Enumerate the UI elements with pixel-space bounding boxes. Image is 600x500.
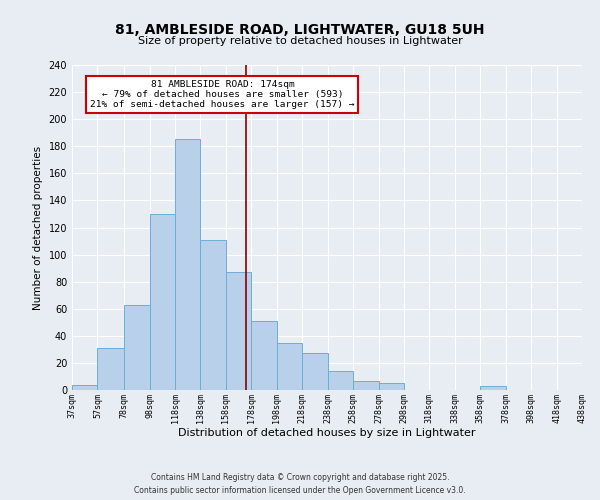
X-axis label: Distribution of detached houses by size in Lightwater: Distribution of detached houses by size …: [178, 428, 476, 438]
Bar: [226, 272, 251, 390]
Bar: [72, 384, 97, 390]
Bar: [200, 240, 226, 390]
Text: Contains HM Land Registry data © Crown copyright and database right 2025.
Contai: Contains HM Land Registry data © Crown c…: [134, 474, 466, 495]
Bar: [353, 380, 379, 390]
Bar: [124, 304, 149, 390]
Bar: [480, 386, 506, 390]
Bar: [328, 371, 353, 390]
Y-axis label: Number of detached properties: Number of detached properties: [33, 146, 43, 310]
Bar: [277, 342, 302, 390]
Bar: [175, 140, 200, 390]
Bar: [251, 321, 277, 390]
Bar: [97, 348, 124, 390]
Text: 81 AMBLESIDE ROAD: 174sqm
← 79% of detached houses are smaller (593)
21% of semi: 81 AMBLESIDE ROAD: 174sqm ← 79% of detac…: [90, 80, 355, 110]
Bar: [379, 383, 404, 390]
Text: 81, AMBLESIDE ROAD, LIGHTWATER, GU18 5UH: 81, AMBLESIDE ROAD, LIGHTWATER, GU18 5UH: [115, 22, 485, 36]
Bar: [149, 214, 175, 390]
Bar: [302, 354, 328, 390]
Text: Size of property relative to detached houses in Lightwater: Size of property relative to detached ho…: [137, 36, 463, 46]
